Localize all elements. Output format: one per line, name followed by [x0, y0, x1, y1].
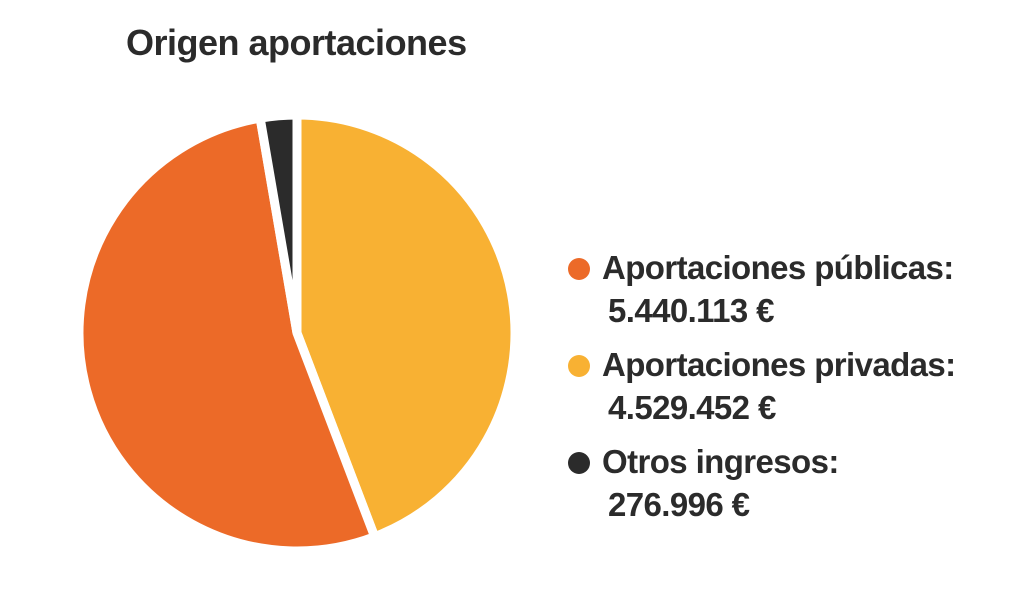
legend-item-aportaciones-privadas: Aportaciones privadas: 4.529.452 €	[566, 343, 1006, 429]
slice-aportaciones-publicas	[74, 112, 381, 556]
legend-marker-otros-ingresos	[568, 452, 590, 474]
legend-value-aportaciones-publicas: 5.440.113 €	[608, 292, 775, 329]
legend-value-otros-ingresos: 276.996 €	[608, 486, 750, 523]
legend-item-aportaciones-publicas: Aportaciones públicas: 5.440.113 €	[566, 246, 1006, 332]
legend-value-aportaciones-privadas: 4.529.452 €	[608, 389, 776, 426]
slice-aportaciones-privadas	[292, 110, 520, 543]
legend-label-aportaciones-publicas: Aportaciones públicas:	[602, 249, 954, 286]
legend-label-otros-ingresos: Otros ingresos:	[602, 443, 839, 480]
legend-marker-aportaciones-publicas	[568, 258, 590, 280]
legend-marker-aportaciones-privadas	[568, 355, 590, 377]
slice-otros-ingresos	[254, 110, 302, 334]
chart-title: Origen aportaciones	[126, 22, 467, 63]
legend: Aportaciones públicas: 5.440.113 € Aport…	[566, 246, 1006, 537]
legend-item-otros-ingresos: Otros ingresos: 276.996 €	[566, 440, 1006, 526]
legend-label-aportaciones-privadas: Aportaciones privadas:	[602, 346, 956, 383]
pie-chart	[74, 110, 520, 556]
